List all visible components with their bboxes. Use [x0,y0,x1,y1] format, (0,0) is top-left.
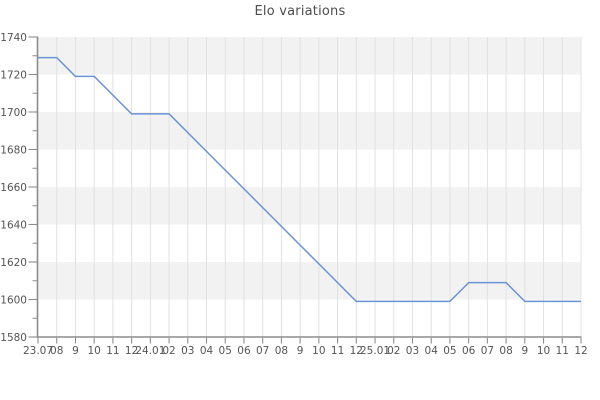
x-tick-label: 04 [200,345,214,357]
x-tick-label: 12 [574,345,587,357]
plot-band [38,149,581,187]
x-tick-label: 11 [331,345,344,357]
x-tick-label: 03 [181,345,194,357]
plot-band [38,37,581,75]
plot-band [38,112,581,150]
x-tick-label: 08 [275,345,288,357]
x-tick-label: 02 [162,345,175,357]
plot-band [38,299,581,337]
plot-band [38,74,581,112]
x-tick-label: 05 [219,345,232,357]
chart-title: Elo variations [254,4,346,19]
x-tick-label: 25.01 [360,345,390,357]
y-tick-label: 1680 [0,144,27,156]
x-tick-label: 10 [87,345,100,357]
x-tick-label: 12 [125,345,138,357]
x-tick-label: 23.07 [23,345,53,357]
plot-band [38,187,581,225]
x-tick-label: 10 [312,345,325,357]
x-tick-label: 07 [481,345,494,357]
x-tick-label: 08 [499,345,512,357]
y-tick-label: 1600 [0,294,27,306]
y-tick-label: 1720 [0,69,27,81]
x-tick-label: 06 [462,345,476,357]
x-tick-label: 02 [387,345,400,357]
y-tick-label: 1620 [0,257,27,269]
y-tick-label: 1640 [0,219,27,231]
x-tick-label: 03 [406,345,419,357]
y-tick-label: 1700 [0,107,27,119]
x-tick-label: 9 [72,345,79,357]
x-tick-label: 07 [256,345,269,357]
plot-band [38,262,581,300]
x-tick-label: 9 [521,345,528,357]
x-tick-label: 10 [537,345,550,357]
plot-band [38,224,581,262]
y-tick-label: 1580 [0,332,27,344]
y-tick-label: 1740 [0,32,27,44]
elo-series-line [38,56,581,303]
x-tick-label: 12 [350,345,363,357]
x-tick-label: 11 [556,345,569,357]
x-tick-label: 24.01 [135,345,165,357]
x-tick-label: 9 [297,345,304,357]
x-tick-label: 04 [425,345,439,357]
x-tick-label: 11 [106,345,119,357]
x-tick-label: 05 [443,345,456,357]
x-tick-label: 08 [50,345,63,357]
y-tick-label: 1660 [0,182,27,194]
x-tick-label: 06 [237,345,251,357]
